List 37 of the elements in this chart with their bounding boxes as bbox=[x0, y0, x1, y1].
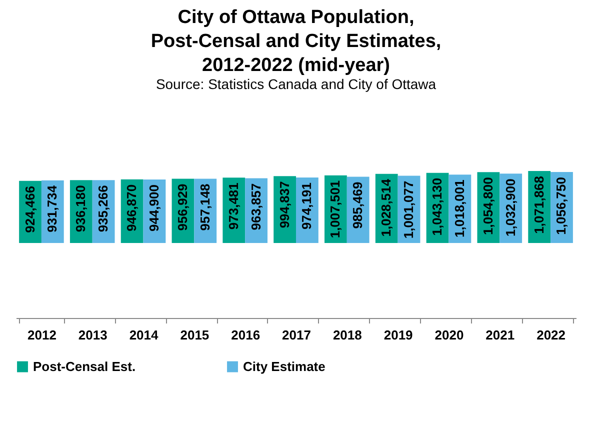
data-label: 994,837 bbox=[276, 181, 292, 228]
data-label: 956,929 bbox=[174, 184, 190, 231]
x-tick-label: 2018 bbox=[332, 328, 362, 342]
legend-label: Post-Censal Est. bbox=[33, 358, 136, 374]
data-label: 1,043,130 bbox=[430, 178, 445, 236]
x-tick-label: 2016 bbox=[231, 328, 260, 342]
x-tick-label: 2017 bbox=[282, 328, 311, 342]
data-label: 985,469 bbox=[350, 182, 366, 229]
data-label: 963,857 bbox=[248, 183, 264, 230]
x-tick-label: 2019 bbox=[384, 328, 413, 342]
x-tick-label: 2022 bbox=[536, 328, 566, 342]
data-label: 1,056,750 bbox=[554, 177, 569, 235]
data-label: 1,018,001 bbox=[452, 180, 467, 238]
data-label: 957,148 bbox=[197, 184, 212, 231]
data-label: 924,466 bbox=[22, 186, 38, 233]
data-label: 974,191 bbox=[299, 182, 314, 230]
data-label: 1,007,501 bbox=[328, 180, 343, 238]
data-label: 931,734 bbox=[44, 184, 60, 232]
data-label: 1,054,800 bbox=[480, 177, 496, 235]
x-tick-label: 2012 bbox=[27, 328, 56, 342]
data-label: 1,071,868 bbox=[531, 176, 546, 234]
data-label: 935,266 bbox=[96, 185, 111, 232]
legend-label: City Estimate bbox=[243, 358, 326, 374]
x-tick-label: 2015 bbox=[180, 328, 210, 342]
chart-subtitle: Source: Statistics Canada and City of Ottawa bbox=[156, 76, 436, 92]
x-tick-label: 2021 bbox=[486, 328, 515, 342]
x-tick-label: 2013 bbox=[78, 328, 108, 342]
data-label: 1,032,900 bbox=[502, 178, 518, 236]
data-label: 946,870 bbox=[124, 184, 140, 232]
data-label: 944,900 bbox=[146, 184, 162, 232]
data-label: 1,028,514 bbox=[378, 178, 394, 237]
data-label: 936,180 bbox=[73, 185, 88, 232]
x-tick-label: 2014 bbox=[129, 328, 159, 342]
data-label: 1,001,077 bbox=[401, 180, 416, 239]
data-label: 973,481 bbox=[226, 182, 241, 230]
x-tick-label: 2020 bbox=[434, 328, 464, 342]
chart-title: City of Ottawa Population, Post-Censal and City Estimates, 2012-2022 (mid-year) bbox=[150, 7, 442, 76]
